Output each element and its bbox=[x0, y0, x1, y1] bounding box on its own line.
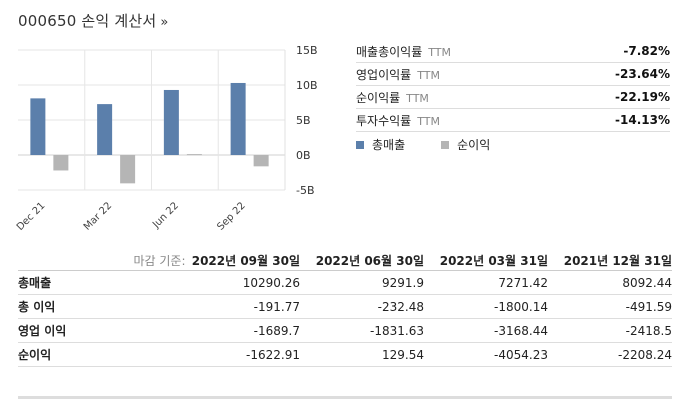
column-header-label: 2022년 09월 30일 bbox=[191, 253, 300, 268]
x-tick-label: Mar 22 bbox=[82, 200, 114, 232]
y-tick-label: 15B bbox=[296, 44, 318, 57]
table-cell: 8092.44 bbox=[548, 270, 672, 295]
ratio-list: 매출총이익률 TTM -7.82% 영업이익률 TTM -23.64% 순이익률 TT… bbox=[356, 40, 670, 132]
table-cell: -1689.7 bbox=[150, 318, 300, 343]
table-cell: 7271.42 bbox=[424, 270, 548, 295]
ratio-value: -14.13% bbox=[615, 113, 670, 127]
legend-item-revenue: 총매출 bbox=[356, 136, 405, 153]
row-label: 총매출 bbox=[18, 270, 150, 295]
column-header-3: 2021년 12월 31일 bbox=[548, 250, 672, 271]
ratio-suffix: TTM bbox=[417, 114, 440, 128]
ratio-value: -23.64% bbox=[615, 67, 670, 81]
table-cell: -2418.5 bbox=[548, 318, 672, 343]
as-of-caption: 마감 기준: bbox=[133, 253, 186, 268]
table-cell: 129.54 bbox=[300, 342, 424, 367]
row-label: 총 이익 bbox=[18, 294, 150, 319]
table-row: 순이익 -1622.91 129.54 -4054.23 -2208.24 bbox=[18, 342, 672, 367]
ratio-suffix: TTM bbox=[406, 91, 429, 105]
bar-net-income bbox=[253, 155, 269, 167]
bar-net-income bbox=[120, 155, 136, 184]
ratio-row-operating-margin: 영업이익률 TTM -23.64% bbox=[356, 63, 670, 86]
table-cell: -1800.14 bbox=[424, 294, 548, 319]
table-cell: -3168.44 bbox=[424, 318, 548, 343]
chart-legend: 총매출 순이익 bbox=[356, 136, 490, 153]
legend-item-net-income: 순이익 bbox=[441, 136, 490, 153]
x-tick-label: Dec 21 bbox=[15, 200, 48, 233]
ratio-value: -22.19% bbox=[615, 90, 670, 104]
ratio-suffix: TTM bbox=[428, 45, 451, 59]
ratio-row-net-margin: 순이익률 TTM -22.19% bbox=[356, 86, 670, 109]
chart-bars bbox=[30, 82, 269, 184]
ratio-row-gross-margin: 매출총이익률 TTM -7.82% bbox=[356, 40, 670, 63]
table-cell: -191.77 bbox=[150, 294, 300, 319]
page-title-text: 000650 손익 계산서 bbox=[18, 12, 157, 30]
bottom-divider bbox=[18, 396, 672, 399]
ratio-value: -7.82% bbox=[623, 44, 670, 58]
ratio-suffix: TTM bbox=[417, 68, 440, 82]
legend-swatch bbox=[356, 140, 364, 149]
y-tick-label: 0B bbox=[296, 149, 311, 162]
ratio-row-roi: 투자수익률 TTM -14.13% bbox=[356, 109, 670, 132]
row-label: 영업 이익 bbox=[18, 318, 150, 343]
column-header-0: 마감 기준: 2022년 09월 30일 bbox=[18, 250, 300, 271]
table-row: 총 이익 -191.77 -232.48 -1800.14 -491.59 bbox=[18, 294, 672, 319]
bar-revenue bbox=[230, 82, 246, 155]
table-cell: -1831.63 bbox=[300, 318, 424, 343]
x-tick-label: Sep 22 bbox=[215, 200, 247, 232]
table-cell: -491.59 bbox=[548, 294, 672, 319]
page-title[interactable]: 000650 손익 계산서» bbox=[18, 10, 169, 31]
ratio-label: 순이익률 bbox=[356, 90, 401, 105]
chevron-right-icon: » bbox=[160, 15, 169, 30]
column-header-2: 2022년 03월 31일 bbox=[424, 250, 548, 271]
bar-net-income bbox=[186, 154, 202, 156]
table-cell: -2208.24 bbox=[548, 342, 672, 367]
table-cell: -1622.91 bbox=[150, 342, 300, 367]
table-header-row: 마감 기준: 2022년 09월 30일 2022년 06월 30일 2022년… bbox=[18, 250, 672, 271]
row-label: 순이익 bbox=[18, 342, 150, 367]
table-row: 영업 이익 -1689.7 -1831.63 -3168.44 -2418.5 bbox=[18, 318, 672, 343]
bar-revenue bbox=[97, 104, 113, 155]
x-axis-ticks: Dec 21 Mar 22 Jun 22 Sep 22 bbox=[15, 200, 248, 233]
income-table: 마감 기준: 2022년 09월 30일 2022년 06월 30일 2022년… bbox=[18, 250, 672, 367]
table-cell: 9291.9 bbox=[300, 270, 424, 295]
table-cell: -232.48 bbox=[300, 294, 424, 319]
ratio-label: 영업이익률 bbox=[356, 67, 412, 82]
y-axis-ticks: 15B 10B 5B 0B -5B bbox=[296, 44, 318, 197]
x-tick-label: Jun 22 bbox=[150, 200, 181, 231]
legend-label: 총매출 bbox=[372, 138, 406, 152]
table-cell: -4054.23 bbox=[424, 342, 548, 367]
y-tick-label: 5B bbox=[296, 114, 311, 127]
bar-net-income bbox=[53, 155, 69, 171]
column-header-1: 2022년 06월 30일 bbox=[300, 250, 424, 271]
ratio-label: 매출총이익률 bbox=[356, 44, 423, 59]
income-chart: 15B 10B 5B 0B -5B Dec 21 Mar 22 Jun 22 Sep 22 bbox=[15, 44, 318, 233]
bar-revenue bbox=[30, 98, 46, 155]
y-tick-label: 10B bbox=[296, 79, 318, 92]
y-tick-label: -5B bbox=[296, 184, 315, 197]
table-row: 총매출 10290.26 9291.9 7271.42 8092.44 bbox=[18, 270, 672, 295]
legend-label: 순이익 bbox=[457, 138, 491, 152]
table-cell: 10290.26 bbox=[150, 270, 300, 295]
bar-revenue bbox=[163, 89, 179, 155]
legend-swatch bbox=[441, 140, 450, 149]
ratio-label: 투자수익률 bbox=[356, 113, 412, 128]
